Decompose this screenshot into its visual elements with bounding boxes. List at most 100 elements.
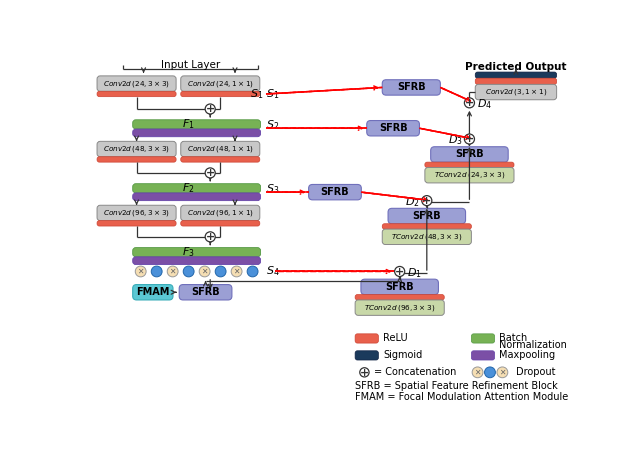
Text: +: + bbox=[205, 169, 215, 178]
Text: $S_1$: $S_1$ bbox=[266, 87, 279, 101]
Text: FMAM: FMAM bbox=[136, 287, 170, 297]
Text: $D_2$: $D_2$ bbox=[405, 195, 420, 209]
Circle shape bbox=[205, 232, 215, 242]
FancyBboxPatch shape bbox=[180, 91, 260, 97]
FancyBboxPatch shape bbox=[308, 185, 362, 200]
Text: $Conv2d\,(48,3\times3)$: $Conv2d\,(48,3\times3)$ bbox=[103, 144, 170, 154]
Text: +: + bbox=[205, 232, 215, 242]
Circle shape bbox=[199, 266, 210, 277]
Text: Batch: Batch bbox=[499, 333, 527, 344]
Text: FMAM = Focal Modulation Attention Module: FMAM = Focal Modulation Attention Module bbox=[355, 392, 568, 402]
Text: $Conv2d\,(24,1\times1)$: $Conv2d\,(24,1\times1)$ bbox=[187, 79, 253, 89]
Circle shape bbox=[167, 266, 178, 277]
FancyBboxPatch shape bbox=[97, 220, 176, 226]
Text: Sigmoid: Sigmoid bbox=[383, 350, 422, 361]
FancyBboxPatch shape bbox=[355, 351, 378, 360]
Circle shape bbox=[215, 266, 226, 277]
FancyBboxPatch shape bbox=[180, 76, 260, 91]
FancyBboxPatch shape bbox=[132, 285, 173, 300]
Text: +: + bbox=[395, 267, 404, 277]
FancyBboxPatch shape bbox=[382, 229, 472, 244]
FancyBboxPatch shape bbox=[355, 300, 444, 315]
Text: $S_4$: $S_4$ bbox=[266, 265, 280, 278]
Text: $S_3$: $S_3$ bbox=[266, 182, 279, 196]
Text: Maxpooling: Maxpooling bbox=[499, 350, 556, 361]
Circle shape bbox=[395, 267, 404, 277]
Circle shape bbox=[465, 98, 474, 108]
Text: $Conv2d\,(3,1\times1)$: $Conv2d\,(3,1\times1)$ bbox=[485, 87, 547, 97]
FancyBboxPatch shape bbox=[382, 80, 440, 95]
Text: $F_3$: $F_3$ bbox=[182, 245, 195, 259]
Circle shape bbox=[135, 266, 146, 277]
Text: SFRB: SFRB bbox=[413, 211, 441, 221]
Circle shape bbox=[183, 266, 194, 277]
FancyBboxPatch shape bbox=[132, 129, 260, 137]
Text: Input Layer: Input Layer bbox=[161, 60, 220, 70]
FancyBboxPatch shape bbox=[132, 257, 260, 264]
Text: $Conv2d\,(24,3\times3)$: $Conv2d\,(24,3\times3)$ bbox=[103, 79, 170, 89]
Text: ✕: ✕ bbox=[138, 267, 144, 276]
FancyBboxPatch shape bbox=[179, 285, 232, 300]
Circle shape bbox=[360, 368, 369, 377]
FancyBboxPatch shape bbox=[97, 76, 176, 91]
FancyBboxPatch shape bbox=[425, 162, 514, 168]
Text: = Concatenation: = Concatenation bbox=[374, 367, 456, 377]
Text: ✕: ✕ bbox=[499, 368, 506, 377]
Circle shape bbox=[497, 367, 508, 378]
Text: ✕: ✕ bbox=[170, 267, 176, 276]
Text: ReLU: ReLU bbox=[383, 333, 408, 344]
FancyBboxPatch shape bbox=[132, 248, 260, 257]
FancyBboxPatch shape bbox=[132, 193, 260, 201]
Text: $TConv2d\,(48,3\times3)$: $TConv2d\,(48,3\times3)$ bbox=[391, 232, 463, 242]
FancyBboxPatch shape bbox=[97, 91, 176, 97]
Text: $Conv2d\,(96,1\times1)$: $Conv2d\,(96,1\times1)$ bbox=[187, 208, 253, 218]
Text: SFRB: SFRB bbox=[455, 150, 484, 160]
FancyBboxPatch shape bbox=[97, 141, 176, 157]
Circle shape bbox=[205, 104, 215, 114]
Text: SFRB = Spatial Feature Refinement Block: SFRB = Spatial Feature Refinement Block bbox=[355, 381, 558, 391]
FancyBboxPatch shape bbox=[476, 84, 557, 100]
FancyBboxPatch shape bbox=[132, 184, 260, 193]
FancyBboxPatch shape bbox=[355, 295, 444, 300]
FancyBboxPatch shape bbox=[431, 147, 508, 162]
Text: SFRB: SFRB bbox=[321, 187, 349, 197]
Text: $TConv2d\,(24,3\times3)$: $TConv2d\,(24,3\times3)$ bbox=[434, 170, 505, 180]
Circle shape bbox=[472, 367, 483, 378]
Circle shape bbox=[484, 367, 495, 378]
FancyBboxPatch shape bbox=[425, 168, 514, 183]
Circle shape bbox=[231, 266, 242, 277]
Text: SFRB: SFRB bbox=[379, 123, 408, 133]
FancyBboxPatch shape bbox=[476, 72, 557, 78]
FancyBboxPatch shape bbox=[382, 224, 472, 229]
Circle shape bbox=[422, 195, 432, 206]
FancyBboxPatch shape bbox=[97, 157, 176, 162]
Circle shape bbox=[465, 134, 474, 144]
Text: $Conv2d\,(96,3\times3)$: $Conv2d\,(96,3\times3)$ bbox=[103, 208, 170, 218]
Text: Predicted Output: Predicted Output bbox=[465, 62, 566, 72]
FancyBboxPatch shape bbox=[388, 208, 465, 224]
Text: +: + bbox=[465, 135, 474, 144]
FancyBboxPatch shape bbox=[180, 157, 260, 162]
Text: Dropout: Dropout bbox=[516, 367, 556, 377]
Text: $D_4$: $D_4$ bbox=[477, 98, 492, 111]
Text: +: + bbox=[422, 196, 431, 206]
FancyBboxPatch shape bbox=[132, 120, 260, 129]
Circle shape bbox=[205, 168, 215, 178]
FancyBboxPatch shape bbox=[180, 141, 260, 157]
Text: $D_1$: $D_1$ bbox=[408, 266, 422, 280]
Text: Normalization: Normalization bbox=[499, 340, 567, 350]
FancyBboxPatch shape bbox=[472, 334, 495, 343]
Text: $Conv2d\,(48,1\times1)$: $Conv2d\,(48,1\times1)$ bbox=[187, 144, 253, 154]
Text: ✕: ✕ bbox=[474, 368, 481, 377]
FancyBboxPatch shape bbox=[97, 205, 176, 220]
Circle shape bbox=[151, 266, 162, 277]
Text: ✕: ✕ bbox=[234, 267, 240, 276]
FancyBboxPatch shape bbox=[472, 351, 495, 360]
Text: SFRB: SFRB bbox=[191, 287, 220, 297]
Text: +: + bbox=[205, 104, 215, 114]
FancyBboxPatch shape bbox=[180, 205, 260, 220]
Text: $TConv2d\,(96,3\times3)$: $TConv2d\,(96,3\times3)$ bbox=[364, 303, 435, 312]
Text: $S_2$: $S_2$ bbox=[266, 118, 279, 132]
Text: SFRB: SFRB bbox=[397, 83, 426, 93]
Text: $D_3$: $D_3$ bbox=[448, 134, 463, 147]
